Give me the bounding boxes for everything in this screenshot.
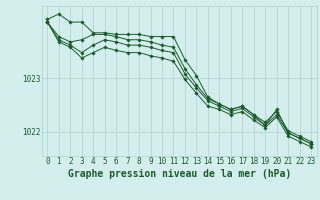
X-axis label: Graphe pression niveau de la mer (hPa): Graphe pression niveau de la mer (hPa) xyxy=(68,169,291,179)
